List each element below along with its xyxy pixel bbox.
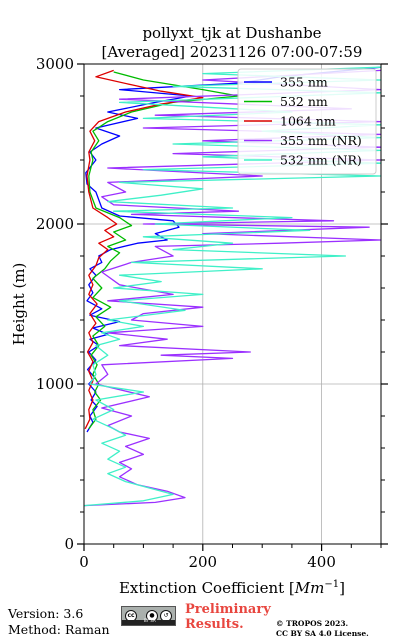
x-tick-label: 0 <box>79 553 89 571</box>
preliminary-line-1: Preliminary <box>185 602 271 617</box>
x-axis-label-close: ] <box>339 579 345 597</box>
legend-entry: 355 nm (NR) <box>280 133 362 148</box>
x-axis-label: Extinction Coefficient [Mm−1] <box>119 579 345 597</box>
legend: 355 nm 532 nm 1064 nm 355 nm (NR) 532 nm (NR… <box>237 68 377 175</box>
version-text: Version: 3.6 <box>8 606 84 621</box>
x-tick-label: 400 <box>307 553 336 571</box>
cc-by-sa-badge: cc ● ↺ BY SA <box>121 606 176 626</box>
legend-box <box>237 68 377 175</box>
cc-strip: BY SA <box>122 618 175 625</box>
legend-entry: 355 nm <box>280 75 328 90</box>
extinction-profile-chart: pollyxt_tjk at Dushanbe [Averaged] 20231… <box>10 24 388 597</box>
legend-entry: 532 nm <box>280 94 328 109</box>
x-axis-label-unit: Mm <box>294 579 325 597</box>
series-line-1064-nm <box>84 69 204 430</box>
cc-strip-text: BY SA <box>144 618 156 623</box>
legend-entry: 1064 nm <box>280 114 336 129</box>
y-axis-label: Height (m) <box>10 263 28 346</box>
preliminary-notice: Preliminary Results. <box>185 602 271 632</box>
y-tick-label: 0 <box>64 535 74 553</box>
preliminary-line-2: Results. <box>185 617 244 632</box>
cc-icon: cc <box>125 610 137 622</box>
chart-subtitle: [Averaged] 20231126 07:00-07:59 <box>102 43 363 61</box>
y-tick-label: 3000 <box>36 55 74 73</box>
series-line-355-nm <box>85 66 381 433</box>
y-tick-label: 1000 <box>36 375 74 393</box>
axis-ticks <box>77 63 388 551</box>
x-axis-label-exponent: −1 <box>324 579 339 590</box>
legend-entry: 532 nm (NR) <box>280 153 362 168</box>
tick-labels: 0 200 400 0 1000 2000 3000 <box>36 55 336 571</box>
copyright-line-2: CC BY SA 4.0 License. <box>276 629 369 638</box>
chart-title: pollyxt_tjk at Dushanbe <box>142 24 321 42</box>
method-text: Method: Raman <box>8 622 110 637</box>
y-tick-label: 2000 <box>36 215 74 233</box>
version-info: Version: 3.6 Method: Raman <box>8 606 110 638</box>
x-axis-label-main: Extinction Coefficient [ <box>119 579 295 597</box>
x-tick-label: 200 <box>188 553 217 571</box>
copyright-line-1: © TROPOS 2023. <box>276 619 349 628</box>
copyright-notice: © TROPOS 2023. CC BY SA 4.0 License. <box>276 619 369 639</box>
